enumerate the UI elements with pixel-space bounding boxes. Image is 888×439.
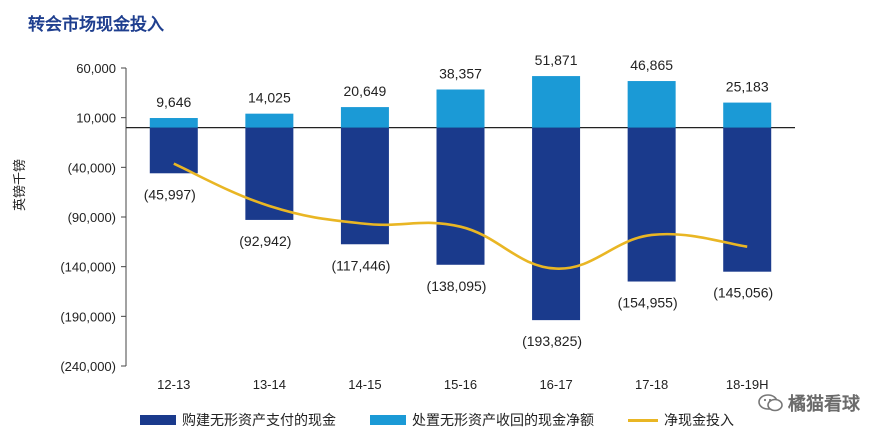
x-tick-label: 17-18 [635,377,668,392]
bar-purchase [149,127,198,174]
legend-item-purchase: 购建无形资产支付的现金 [140,410,336,430]
bar-disposal [627,81,676,128]
wechat-icon [758,394,783,412]
legend-label-disposal: 处置无形资产收回的现金净额 [412,413,594,429]
legend-swatch-purchase [140,415,176,425]
y-tick-label: (240,000) [60,359,116,374]
chart-axes: 60,000 10,000 (40,000) (90,000) (140,000) (19… [12,61,795,392]
y-tick-label: 10,000 [76,111,116,126]
data-label-disposal: 20,649 [344,83,387,99]
legend-label-net: 净现金投入 [664,413,734,429]
bar-disposal [723,102,772,128]
legend-swatch-disposal [370,415,406,425]
series-disposal [149,76,772,128]
data-label-purchase: (193,825) [522,333,582,349]
page-title: 转会市场现金投入 [28,15,164,35]
data-label-purchase: (117,446) [331,257,390,273]
bar-disposal [532,76,581,128]
data-label-disposal: 46,865 [630,57,673,73]
data-label-purchase: (145,056) [713,285,773,301]
legend-label-purchase: 购建无形资产支付的现金 [182,413,336,429]
data-label-disposal: 14,025 [248,90,291,106]
data-label-purchase: (45,997) [144,186,196,202]
legend: 购建无形资产支付的现金 处置无形资产收回的现金净额 净现金投入 [140,410,768,430]
bar-purchase [340,127,389,245]
watermark-text: 橘猫看球 [788,394,860,415]
y-tick-label: (140,000) [60,260,116,275]
x-tick-label: 18-19H [726,377,769,392]
data-label-disposal: 51,871 [535,52,578,68]
x-tick-label: 16-17 [539,377,572,392]
chart: 60,000 10,000 (40,000) (90,000) (140,000) (19… [12,52,795,392]
bar-disposal [149,118,198,128]
data-label-purchase: (154,955) [618,295,678,311]
data-label-purchase: (138,095) [427,278,487,294]
bar-purchase [436,127,485,265]
x-tick-label: 15-16 [444,377,477,392]
legend-item-net: 净现金投入 [628,410,734,430]
watermark: 橘猫看球 [758,390,860,416]
bar-purchase [723,127,772,272]
series-purchase [149,127,772,321]
y-tick-label: (90,000) [68,210,116,225]
x-tick-label: 12-13 [157,377,190,392]
series-net [173,162,748,270]
y-axis-title: 英镑千镑 [12,159,28,211]
data-label-disposal: 38,357 [439,65,482,81]
data-labels: (45,997) (92,942) (117,446) (138,095) (193,8… [144,52,773,349]
x-tick-label: 14-15 [348,377,381,392]
x-tick-label: 13-14 [253,377,286,392]
y-tick-label: 60,000 [76,61,116,76]
bar-disposal [245,113,294,128]
y-tick-label: (40,000) [68,160,116,175]
data-label-disposal: 25,183 [726,79,769,95]
line-net [173,162,748,270]
data-label-purchase: (92,942) [239,233,291,249]
bar-purchase [245,127,294,220]
bar-purchase [627,127,676,282]
bar-disposal [436,89,485,128]
bar-disposal [340,107,389,128]
bar-purchase [532,127,581,321]
data-label-disposal: 9,646 [156,94,191,110]
legend-swatch-net [628,418,658,422]
y-tick-label: (190,000) [60,309,116,324]
legend-item-disposal: 处置无形资产收回的现金净额 [370,410,594,430]
